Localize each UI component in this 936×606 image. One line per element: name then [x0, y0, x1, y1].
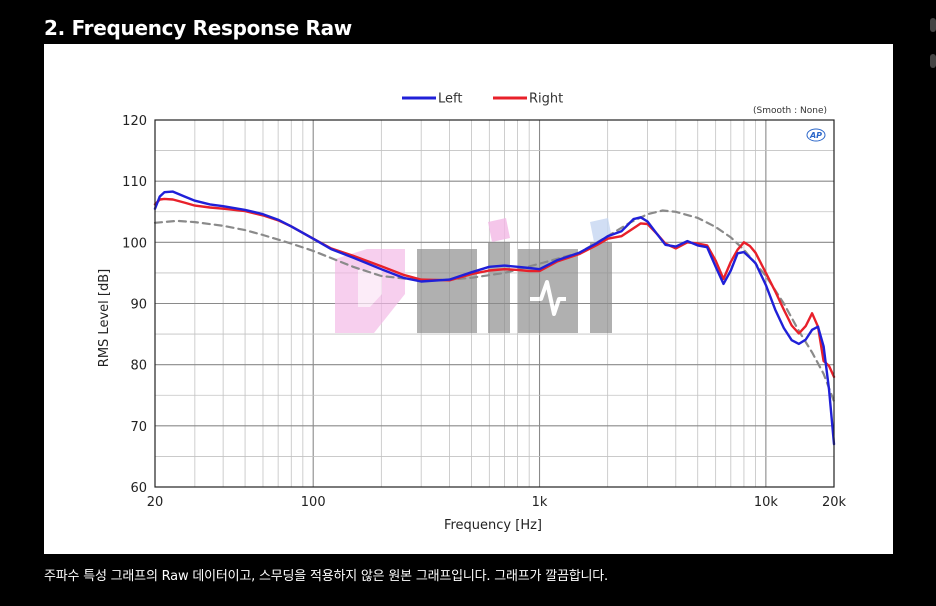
x-tick-label: 100 — [301, 495, 326, 510]
ap-logo-text: AP — [809, 131, 822, 140]
watermark-o-shape — [335, 249, 405, 333]
y-tick-label: 90 — [130, 298, 147, 313]
legend: Left Right — [402, 92, 563, 107]
y-tick-label: 80 — [130, 359, 147, 374]
ap-logo-ring — [806, 128, 826, 142]
x-tick-label: 20 — [147, 495, 164, 510]
watermark-dot-pink — [488, 218, 510, 242]
x-tick-label: 10k — [754, 495, 779, 510]
plot-frame — [154, 119, 835, 488]
ap-logo: AP — [806, 128, 826, 142]
y-axis-label: RMS Level [dB] — [97, 269, 112, 367]
watermark-letter-z — [417, 249, 477, 333]
watermark-pulse — [530, 280, 566, 316]
watermark-logo — [335, 218, 612, 333]
y-tick-label: 110 — [122, 175, 147, 190]
watermark-letter-i1 — [488, 242, 510, 333]
y-tick-label: 100 — [122, 236, 147, 251]
chart-panel: 60 70 80 90 100 110 120 20 100 1k 10k 20k Left Righ… — [44, 44, 893, 554]
y-tick-label: 120 — [122, 114, 147, 129]
page-title: 2. Frequency Response Raw — [44, 16, 352, 40]
y-tick-label: 70 — [130, 420, 147, 435]
y-tick-label: 60 — [130, 481, 147, 496]
chart-description: 주파수 특성 그래프의 Raw 데이터이고, 스무딩을 적용하지 않은 원본 그… — [44, 569, 608, 584]
watermark-o-hole — [358, 270, 382, 307]
watermark-letter-l — [590, 242, 612, 333]
x-tick-label: 20k — [822, 495, 847, 510]
frequency-response-chart: 60 70 80 90 100 110 120 20 100 1k 10k 20k Left Righ… — [97, 92, 847, 534]
x-tick-label: 1k — [532, 495, 548, 510]
series-line-left — [153, 190, 836, 446]
legend-label-left: Left — [438, 92, 462, 107]
smoothing-note: (Smooth : None) — [753, 106, 827, 116]
x-axis-label: Frequency [Hz] — [444, 518, 542, 533]
scrollbar-edge — [930, 18, 936, 68]
legend-label-right: Right — [529, 92, 563, 107]
